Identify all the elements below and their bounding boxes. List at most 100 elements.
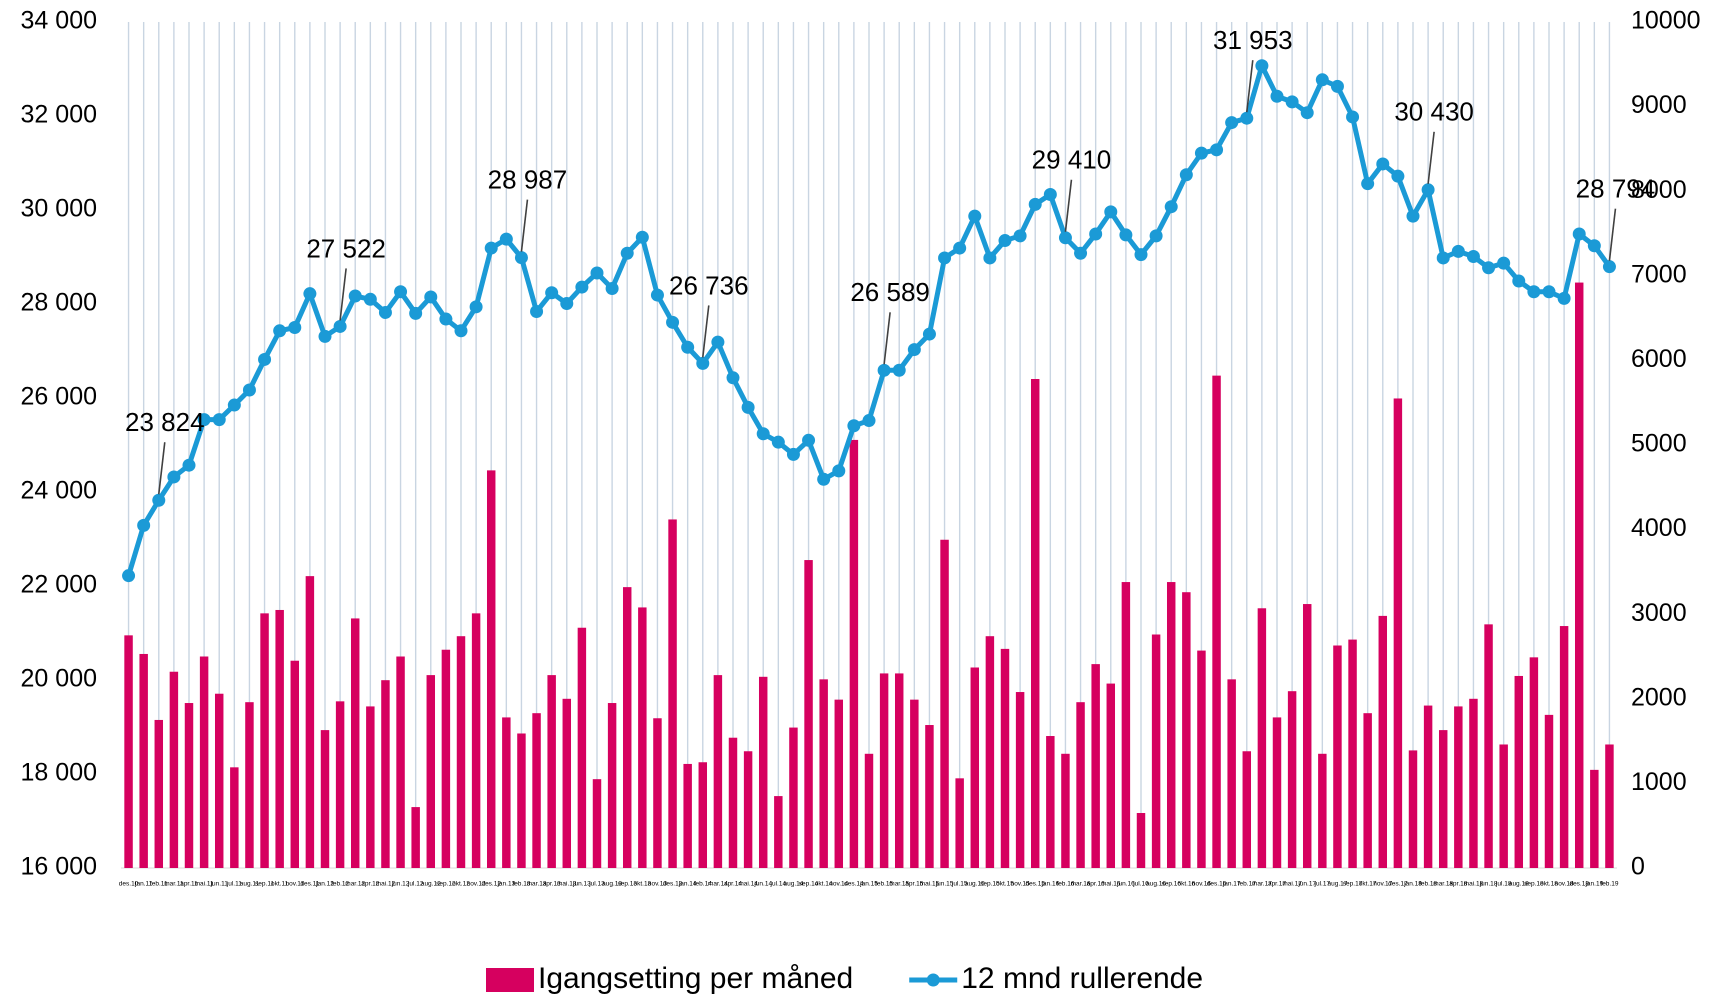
line-point xyxy=(696,356,710,370)
bar xyxy=(456,636,466,868)
bar xyxy=(728,737,738,868)
line-point xyxy=(922,327,936,341)
x-tick-label: des.16 xyxy=(1207,881,1227,888)
x-tick-label: jun.15 xyxy=(935,881,954,888)
x-tick-label: mai.18 xyxy=(1464,881,1484,888)
x-tick-label: apr.12 xyxy=(361,881,379,888)
x-tick-label: okt.15 xyxy=(996,881,1014,888)
data-label: 30 430 xyxy=(1394,97,1474,127)
bar xyxy=(411,807,420,868)
x-tick-label: apr.14 xyxy=(724,881,742,888)
y2-tick-label: 7000 xyxy=(1631,260,1687,288)
bar xyxy=(230,767,239,868)
x-tick-label: nov.16 xyxy=(1192,881,1211,888)
x-tick-label: sep.11 xyxy=(255,881,274,888)
x-tick-label: nov.11 xyxy=(285,881,304,888)
line-point xyxy=(137,518,151,532)
data-label: 28 794 xyxy=(1576,174,1656,204)
bar xyxy=(1514,675,1524,868)
x-tick-label: feb.11 xyxy=(150,881,168,888)
bar xyxy=(1574,282,1584,868)
bar xyxy=(1590,769,1599,868)
bar xyxy=(275,609,284,868)
line-point xyxy=(1330,79,1344,93)
y2-tick-label: 10000 xyxy=(1631,7,1701,35)
bar xyxy=(1121,582,1131,868)
bar xyxy=(592,779,602,868)
x-tick-label: aug.11 xyxy=(240,881,260,888)
y2-tick-label: 8000 xyxy=(1631,176,1687,204)
bar xyxy=(894,673,904,868)
bar xyxy=(1242,751,1252,868)
line-point xyxy=(545,286,559,300)
line-point xyxy=(1285,95,1299,109)
x-tick-label: nov.14 xyxy=(829,881,848,888)
leader-line xyxy=(1608,208,1617,261)
bar xyxy=(1182,592,1191,868)
x-tick-label: des.11 xyxy=(300,881,319,888)
x-tick-label: sep.13 xyxy=(617,881,637,888)
x-tick-label: apr.17 xyxy=(1268,881,1286,888)
x-tick-label: feb.18 xyxy=(1419,881,1437,888)
x-tick-label: mar.11 xyxy=(164,881,184,888)
bar xyxy=(743,751,753,868)
x-tick-label: des.13 xyxy=(663,881,683,888)
line-point xyxy=(832,464,846,478)
x-tick-label: mar.16 xyxy=(1071,881,1091,888)
bar xyxy=(214,693,224,868)
x-tick-label: des.12 xyxy=(481,881,501,888)
x-tick-label: feb.12 xyxy=(331,881,349,888)
line-point xyxy=(560,297,574,311)
line-point xyxy=(1542,285,1556,299)
bar xyxy=(1378,615,1388,868)
line-point xyxy=(273,324,287,338)
line-point xyxy=(1210,143,1224,157)
line-point xyxy=(1406,209,1420,223)
leader-line xyxy=(339,268,347,321)
x-tick-label: okt.12 xyxy=(452,881,470,888)
bar xyxy=(396,656,405,868)
x-tick-label: jul.18 xyxy=(1495,881,1512,888)
x-tick-label: jun.16 xyxy=(1116,881,1135,888)
line-point xyxy=(575,280,589,294)
x-tick-label: apr.13 xyxy=(543,881,561,888)
x-tick-label: sep.17 xyxy=(1343,881,1363,888)
bar xyxy=(1197,650,1206,868)
bar xyxy=(834,699,844,868)
x-tick-label: mai.14 xyxy=(738,881,758,888)
bar xyxy=(1484,624,1493,868)
x-tick-label: jun.14 xyxy=(753,881,772,888)
bar xyxy=(1106,683,1116,868)
x-tick-label: apr.16 xyxy=(1087,881,1105,888)
x-tick-label: feb.17 xyxy=(1238,881,1256,888)
line-point xyxy=(1602,260,1616,274)
bar xyxy=(1559,626,1569,868)
x-tick-label: jan.18 xyxy=(1403,881,1422,888)
leader-line xyxy=(520,199,529,252)
line-point xyxy=(1557,291,1571,305)
bar xyxy=(260,613,269,868)
x-tick-label: apr.11 xyxy=(180,881,198,888)
line-point xyxy=(288,321,302,334)
bar xyxy=(486,470,496,868)
line-point xyxy=(1361,177,1375,191)
bar xyxy=(1076,702,1085,868)
data-label: 26 736 xyxy=(669,270,749,300)
line-point xyxy=(877,363,891,377)
line-point xyxy=(620,246,634,260)
x-tick-label: nov.12 xyxy=(467,881,486,888)
x-tick-label: mai.12 xyxy=(376,881,396,888)
x-tick-label: mai.13 xyxy=(557,881,577,888)
x-tick-label: feb.15 xyxy=(875,881,893,888)
bar xyxy=(502,717,511,868)
x-tick-label: jun.12 xyxy=(391,881,410,888)
line-point xyxy=(1013,229,1027,243)
bar xyxy=(381,680,390,868)
bar xyxy=(320,730,330,868)
bar xyxy=(245,702,254,868)
line-point xyxy=(1240,111,1254,125)
bar xyxy=(1499,744,1508,868)
bar xyxy=(638,607,647,868)
x-tick-label: mar.18 xyxy=(1433,881,1453,888)
bar xyxy=(985,636,995,868)
